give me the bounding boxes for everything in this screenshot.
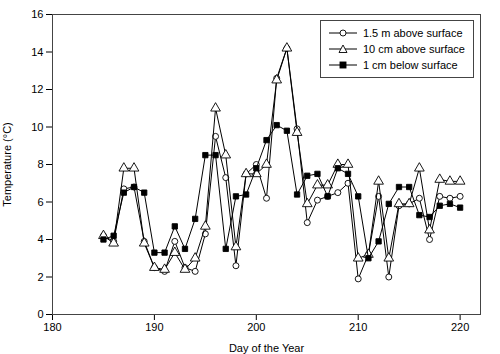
html-text:1 cm below surface: 1 cm below surface xyxy=(362,59,458,71)
svg-text:210: 210 xyxy=(349,321,367,333)
svg-text:4: 4 xyxy=(37,233,43,245)
svg-text:10: 10 xyxy=(31,121,43,133)
svg-text:190: 190 xyxy=(145,321,163,333)
html-text:1.5 m above surface: 1.5 m above surface xyxy=(362,27,463,39)
svg-text:14: 14 xyxy=(31,46,43,58)
html-text:10 cm above surface: 10 cm above surface xyxy=(362,43,465,55)
svg-text:0: 0 xyxy=(37,308,43,320)
svg-text:16: 16 xyxy=(31,8,43,20)
svg-text:6: 6 xyxy=(37,196,43,208)
svg-text:200: 200 xyxy=(247,321,265,333)
svg-text:180: 180 xyxy=(43,321,61,333)
svg-text:12: 12 xyxy=(31,83,43,95)
svg-text:Temperature (°C): Temperature (°C) xyxy=(1,122,13,206)
svg-text:8: 8 xyxy=(37,158,43,170)
svg-text:Day of the Year: Day of the Year xyxy=(229,342,305,354)
svg-text:220: 220 xyxy=(451,321,469,333)
svg-text:2: 2 xyxy=(37,271,43,283)
